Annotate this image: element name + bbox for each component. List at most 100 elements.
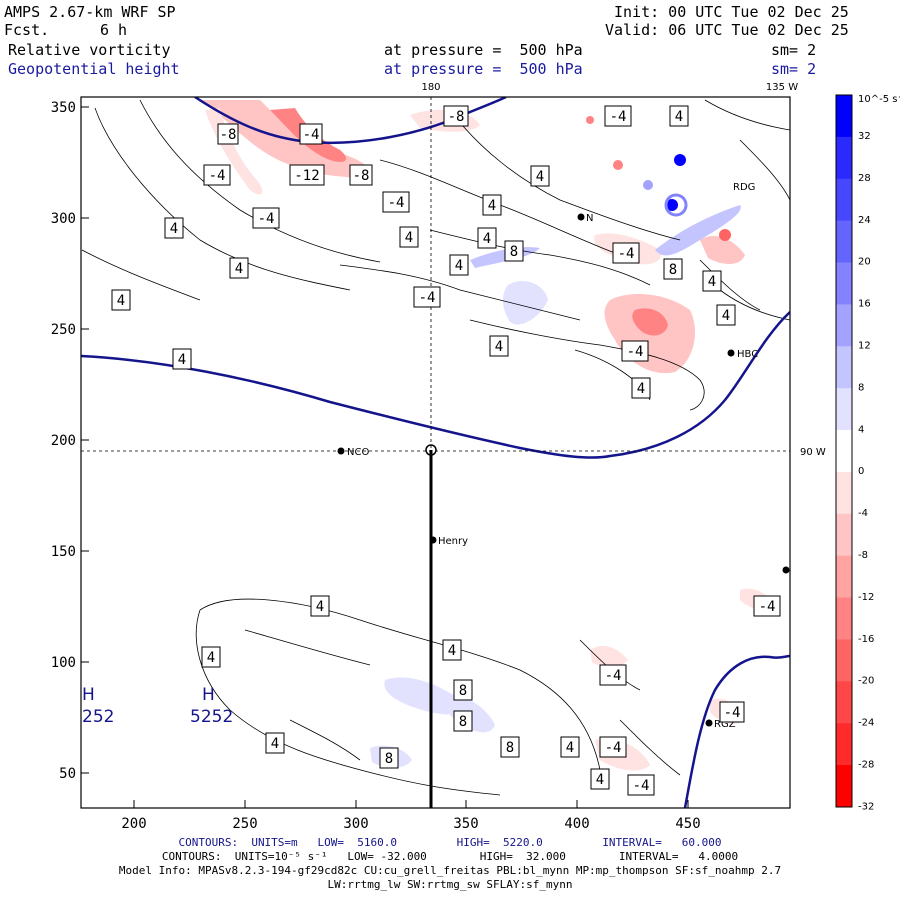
svg-text:-4: -4 — [605, 668, 622, 684]
colorbar-cell — [836, 681, 852, 724]
y-tick-350: 350 — [51, 100, 76, 116]
colorbar-frame — [835, 94, 853, 808]
colorbar-cell — [836, 639, 852, 682]
contour-label: 8 — [663, 258, 683, 280]
x-tick-400: 400 — [564, 816, 589, 832]
colorbar-tick-label: 12 — [858, 341, 871, 352]
svg-text:8: 8 — [385, 751, 393, 767]
colorbar-cell — [836, 388, 852, 431]
colorbar-cell — [836, 95, 852, 138]
colorbar-cell — [836, 430, 852, 473]
contour-label: 4 — [631, 377, 651, 399]
contour-label: -8 — [217, 123, 239, 145]
colorbar-cell — [836, 765, 852, 808]
colorbar-cell — [836, 178, 852, 222]
contour-label: 8 — [504, 240, 524, 262]
svg-text:-4: -4 — [258, 211, 275, 227]
x-tick-450: 450 — [675, 816, 700, 832]
svg-text:-8: -8 — [220, 127, 237, 143]
colorbar-tick-label: -12 — [858, 592, 874, 603]
x-tick-200: 200 — [121, 816, 146, 832]
contour-label: -4 — [299, 123, 323, 145]
contour-label: -4 — [252, 207, 280, 229]
high-value-1: 252 — [82, 707, 114, 727]
valid-time: Valid: 06 UTC Tue 02 Dec 25 — [605, 21, 849, 39]
colorbar-cell — [836, 513, 852, 557]
colorbar-tick-label: -8 — [858, 550, 868, 561]
high-value-2: 5252 — [190, 707, 233, 727]
contour-label: 4 — [265, 732, 285, 754]
contour-label: -4 — [599, 664, 627, 686]
svg-text:4: 4 — [536, 169, 544, 185]
colorbar-cell — [836, 346, 852, 389]
footer-vorticity-contours: CONTOURS: UNITS=10⁻⁵ s⁻¹ LOW= -32.000 HI… — [161, 850, 739, 863]
svg-text:4: 4 — [455, 258, 463, 274]
svg-text:4: 4 — [316, 599, 324, 615]
colorbar-cell — [836, 304, 852, 347]
svg-text:8: 8 — [459, 714, 467, 730]
contour-label: 4 — [489, 335, 509, 357]
colorbar-tick-label: 4 — [858, 424, 864, 435]
svg-text:-4: -4 — [759, 599, 776, 615]
contour-label: 8 — [500, 736, 520, 758]
station-rgz: RGZ — [714, 719, 736, 730]
svg-text:-8: -8 — [448, 109, 465, 125]
contour-label: -4 — [612, 242, 640, 264]
colorbar-tick-label: 28 — [858, 173, 871, 184]
svg-text:4: 4 — [488, 198, 496, 214]
contour-label: 8 — [379, 747, 399, 769]
high-markers: H 252 H 5252 — [82, 685, 233, 727]
svg-text:-4: -4 — [618, 246, 635, 262]
svg-text:-4: -4 — [388, 195, 405, 211]
svg-text:4: 4 — [566, 740, 574, 756]
footer-model-info: Model Info: MPASv8.2.3-194-gf29cd82c CU:… — [118, 864, 782, 877]
vorticity-map: 200 250 300 350 400 450 350 300 250 200 … — [51, 82, 900, 832]
svg-text:4: 4 — [405, 230, 413, 246]
colorbar-cell — [836, 471, 852, 515]
contour-label: 4 — [172, 348, 192, 370]
svg-text:-4: -4 — [419, 290, 436, 306]
station-rdg: RDG — [733, 182, 755, 193]
contour-label: 4 — [201, 646, 221, 668]
svg-text:-4: -4 — [303, 127, 320, 143]
svg-text:4: 4 — [675, 109, 683, 125]
y-tick-100: 100 — [51, 655, 76, 671]
contour-label: 4 — [111, 289, 131, 311]
svg-text:-8: -8 — [353, 168, 370, 184]
high-letter-1: H — [82, 685, 95, 705]
colorbar-tick-label: 0 — [858, 466, 864, 477]
svg-text:8: 8 — [669, 262, 677, 278]
svg-text:-12: -12 — [294, 168, 319, 184]
svg-text:4: 4 — [596, 772, 604, 788]
station-henry: Henry — [438, 536, 468, 547]
y-tick-200: 200 — [51, 433, 76, 449]
model-title: AMPS 2.67-km WRF SP — [4, 3, 176, 21]
svg-text:4: 4 — [170, 221, 178, 237]
high-letter-2: H — [202, 685, 215, 705]
x-tick-350: 350 — [453, 816, 478, 832]
x-tick-300: 300 — [343, 816, 368, 832]
contour-label: 4 — [716, 304, 736, 326]
x-tick-250: 250 — [232, 816, 257, 832]
colorbar-tick-label: -24 — [858, 718, 874, 729]
colorbar-tick-label: -16 — [858, 634, 874, 645]
contour-label: -4 — [203, 164, 231, 186]
y-tick-50: 50 — [59, 766, 76, 782]
contour-label: 4 — [442, 639, 462, 661]
station-n: N — [586, 213, 593, 224]
colorbar: 10^-5 s^-1 32 28 24 20 16 12 8 4 0 -4 -8 -12 -16 -20 -… — [835, 94, 900, 812]
colorbar-tick-label: 24 — [858, 215, 871, 226]
y-tick-250: 250 — [51, 322, 76, 338]
svg-text:4: 4 — [271, 736, 279, 752]
contour-label: 4 — [310, 595, 330, 617]
contour-label: 4 — [229, 257, 249, 279]
colorbar-tick-label: 16 — [858, 299, 871, 310]
colorbar-cell — [836, 555, 852, 599]
svg-text:8: 8 — [459, 683, 467, 699]
contour-label: 8 — [453, 679, 473, 701]
field1-level: at pressure = 500 hPa — [384, 41, 583, 59]
graticule-lines — [81, 97, 790, 452]
contour-label: 4 — [530, 165, 550, 187]
svg-text:4: 4 — [637, 381, 645, 397]
meridian-180-label: 180 — [421, 82, 440, 93]
